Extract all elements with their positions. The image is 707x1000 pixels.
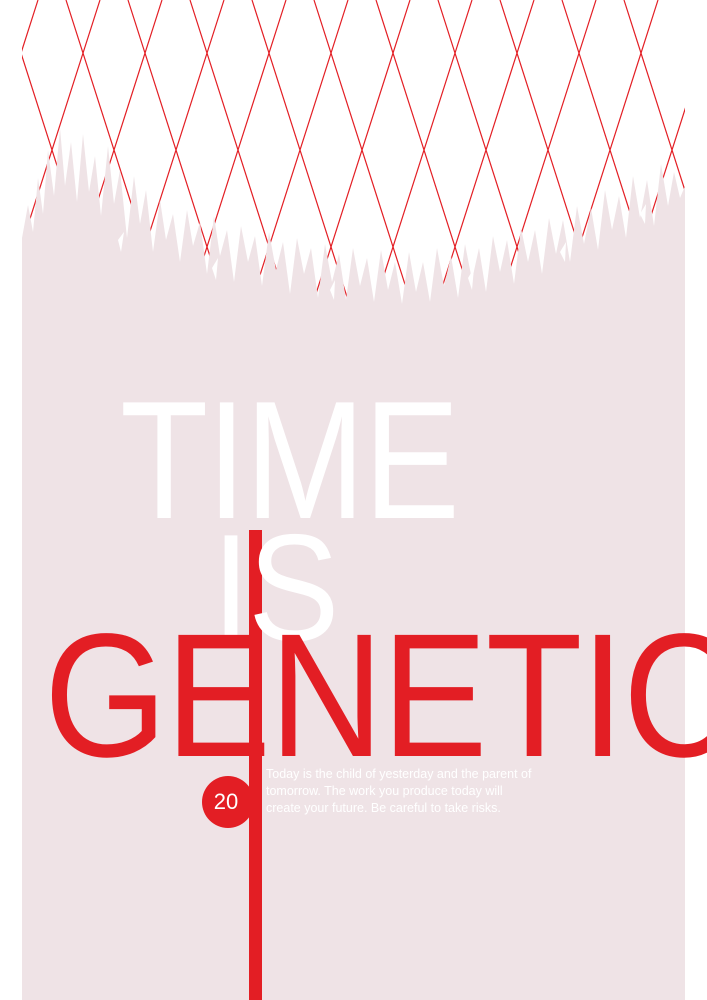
lattice-line xyxy=(375,0,473,300)
torn-paper-panel xyxy=(22,128,685,1000)
torn-edge-flecks xyxy=(118,204,646,300)
lattice-line xyxy=(686,0,707,300)
lattice-line xyxy=(499,0,597,300)
title-word-genetic: GENETIC xyxy=(44,598,707,794)
lattice-line xyxy=(437,0,535,300)
lattice-line xyxy=(22,0,101,246)
lattice-line xyxy=(313,0,411,300)
lattice-line xyxy=(189,0,287,300)
tagline-text: Today is the child of yesterday and the … xyxy=(266,767,532,815)
red-vertical-stem xyxy=(249,530,262,1000)
number-badge: 20 xyxy=(202,776,254,828)
title-word-is: IS xyxy=(212,503,339,673)
lattice-line xyxy=(686,0,707,300)
title-word-time: TIME xyxy=(120,366,460,554)
badge-number: 20 xyxy=(213,789,239,814)
